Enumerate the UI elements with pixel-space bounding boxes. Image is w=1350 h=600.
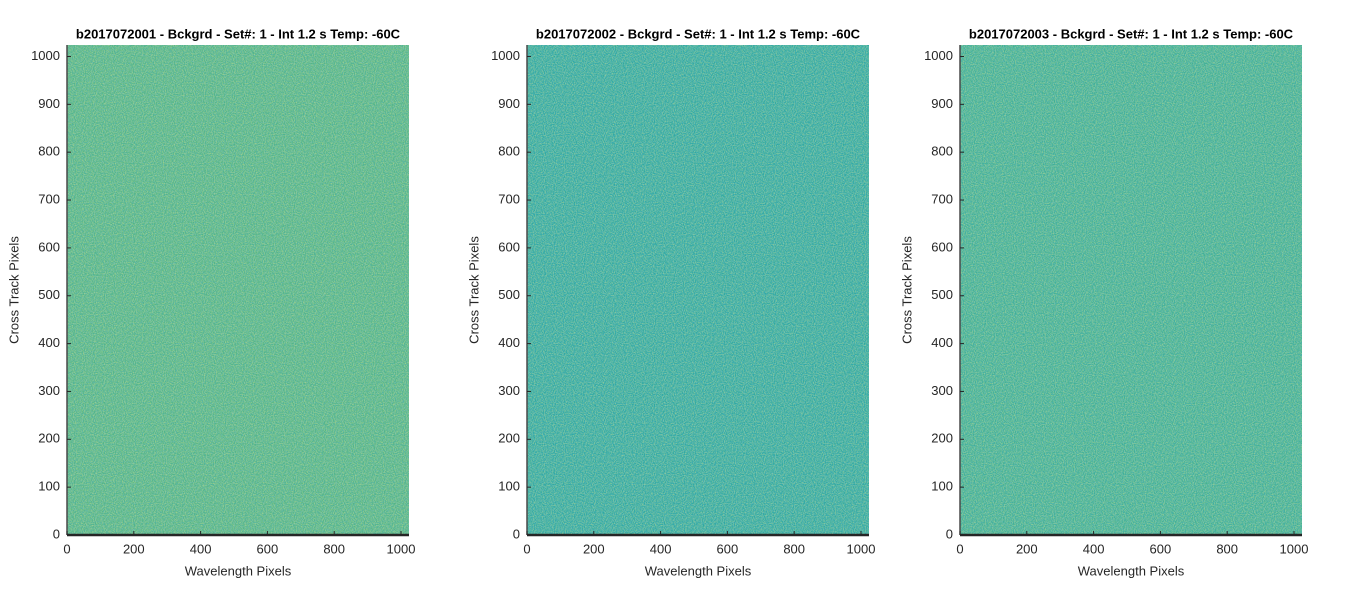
y-tick-label: 500 bbox=[38, 287, 60, 302]
x-tick-label: 0 bbox=[523, 541, 530, 556]
y-tick-label: 500 bbox=[931, 287, 953, 302]
chart-title: b2017072003 - Bckgrd - Set#: 1 - Int 1.2… bbox=[969, 26, 1294, 41]
image-noise bbox=[960, 45, 1302, 535]
x-tick-label: 1000 bbox=[847, 541, 876, 556]
x-tick-label: 200 bbox=[123, 541, 145, 556]
x-tick-label: 600 bbox=[717, 541, 739, 556]
y-tick-label: 100 bbox=[38, 479, 60, 494]
chart-title: b2017072002 - Bckgrd - Set#: 1 - Int 1.2… bbox=[536, 26, 861, 41]
y-tick-label: 300 bbox=[931, 383, 953, 398]
y-tick-label: 0 bbox=[513, 526, 520, 541]
y-tick-label: 500 bbox=[498, 287, 520, 302]
x-axis-label: Wavelength Pixels bbox=[185, 563, 292, 578]
y-tick-label: 1000 bbox=[31, 48, 60, 63]
panel: 0 200 400 600 800 1000 0 100 200 300 400 500 600 700 8… bbox=[899, 26, 1308, 578]
y-tick-label: 800 bbox=[498, 144, 520, 159]
y-tick-label: 900 bbox=[931, 96, 953, 111]
y-tick-label: 600 bbox=[498, 239, 520, 254]
panel: 0 200 400 600 800 1000 0 100 200 300 400 500 600 700 8… bbox=[466, 26, 875, 578]
image-noise bbox=[67, 45, 409, 535]
y-tick-label: 0 bbox=[946, 526, 953, 541]
x-axis-label: Wavelength Pixels bbox=[1078, 563, 1185, 578]
x-tick-label: 400 bbox=[650, 541, 672, 556]
y-tick-label: 1000 bbox=[491, 48, 520, 63]
y-tick-label: 600 bbox=[931, 239, 953, 254]
y-tick-label: 1000 bbox=[924, 48, 953, 63]
x-tick-label: 600 bbox=[257, 541, 279, 556]
x-tick-label: 200 bbox=[583, 541, 605, 556]
panel: 0 200 400 600 800 1000 0 100 200 300 400 500 600 700 8… bbox=[6, 26, 415, 578]
x-axis-label: Wavelength Pixels bbox=[645, 563, 752, 578]
y-tick-label: 400 bbox=[498, 335, 520, 350]
chart-title: b2017072001 - Bckgrd - Set#: 1 - Int 1.2… bbox=[76, 26, 401, 41]
x-tick-label: 0 bbox=[956, 541, 963, 556]
y-tick-label: 700 bbox=[931, 191, 953, 206]
y-tick-label: 900 bbox=[38, 96, 60, 111]
y-tick-label: 400 bbox=[38, 335, 60, 350]
y-axis-label: Cross Track Pixels bbox=[899, 236, 914, 344]
x-tick-label: 200 bbox=[1016, 541, 1038, 556]
y-tick-label: 300 bbox=[498, 383, 520, 398]
y-tick-label: 400 bbox=[931, 335, 953, 350]
y-tick-label: 700 bbox=[38, 191, 60, 206]
y-tick-label: 100 bbox=[498, 479, 520, 494]
x-tick-label: 400 bbox=[1083, 541, 1105, 556]
image-noise bbox=[527, 45, 869, 535]
y-tick-label: 800 bbox=[931, 144, 953, 159]
x-tick-label: 1000 bbox=[1280, 541, 1309, 556]
x-tick-label: 800 bbox=[1216, 541, 1238, 556]
y-tick-label: 700 bbox=[498, 191, 520, 206]
x-tick-label: 1000 bbox=[387, 541, 416, 556]
y-tick-label: 900 bbox=[498, 96, 520, 111]
y-tick-label: 0 bbox=[53, 526, 60, 541]
x-tick-label: 800 bbox=[323, 541, 345, 556]
x-tick-label: 800 bbox=[783, 541, 805, 556]
y-tick-label: 800 bbox=[38, 144, 60, 159]
y-axis-label: Cross Track Pixels bbox=[466, 236, 481, 344]
x-tick-label: 400 bbox=[190, 541, 212, 556]
y-tick-label: 300 bbox=[38, 383, 60, 398]
y-tick-label: 200 bbox=[38, 431, 60, 446]
y-tick-label: 100 bbox=[931, 479, 953, 494]
y-tick-label: 200 bbox=[931, 431, 953, 446]
x-tick-label: 600 bbox=[1150, 541, 1172, 556]
y-tick-label: 600 bbox=[38, 239, 60, 254]
y-axis-label: Cross Track Pixels bbox=[6, 236, 21, 344]
x-tick-label: 0 bbox=[63, 541, 70, 556]
y-tick-label: 200 bbox=[498, 431, 520, 446]
